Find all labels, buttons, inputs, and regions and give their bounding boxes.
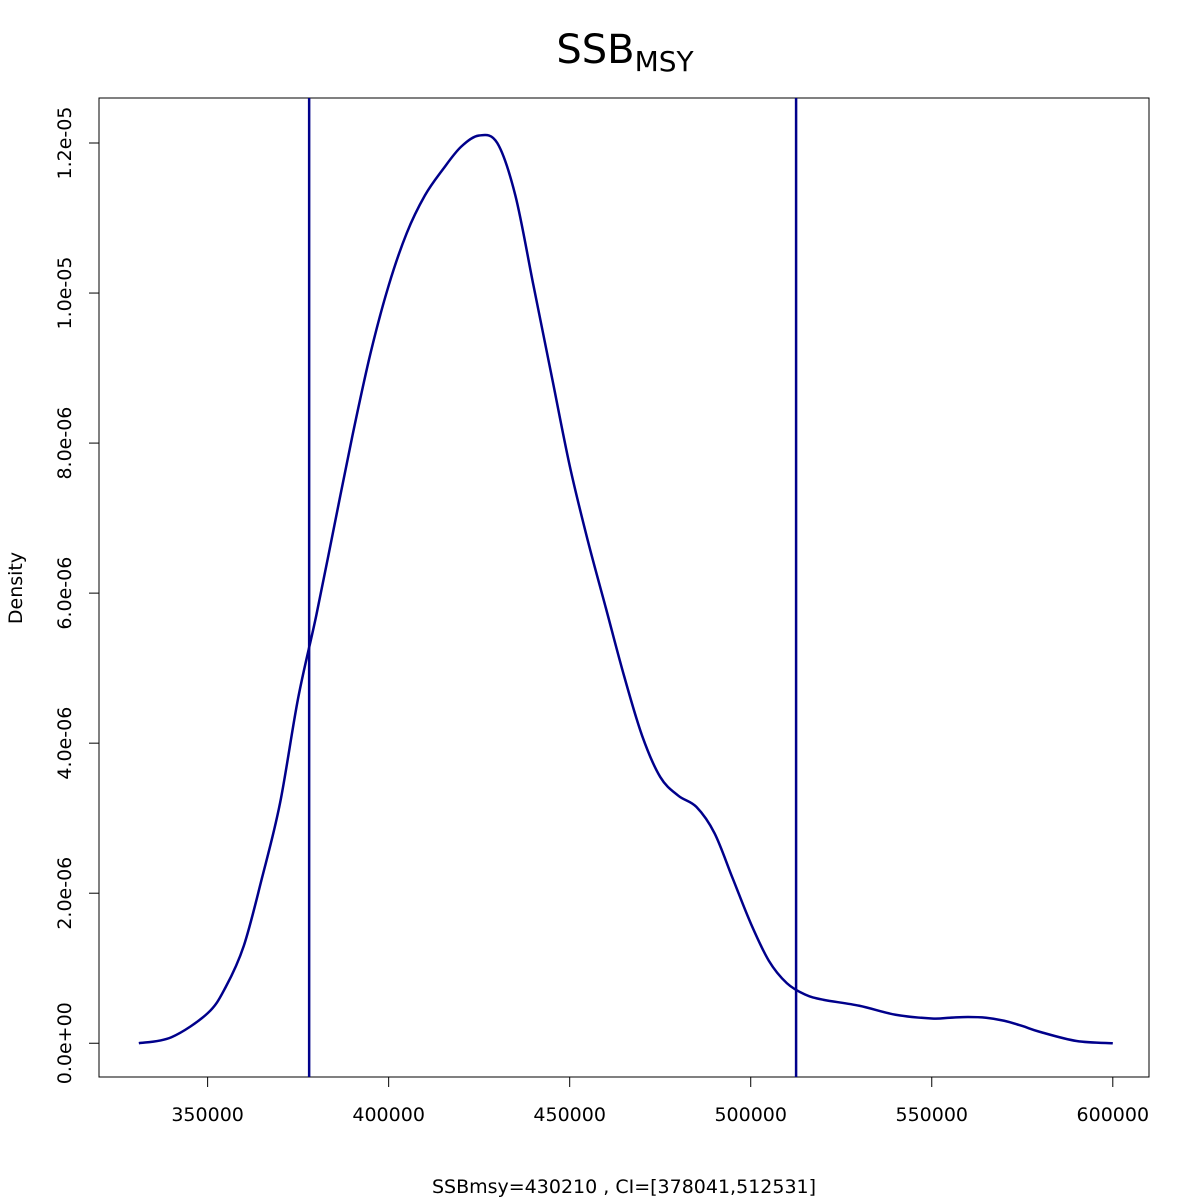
y-tick-label: 1.2e-05 xyxy=(54,107,76,180)
series-group xyxy=(138,133,1113,1045)
y-tick-label: 1.0e-05 xyxy=(54,257,76,330)
x-axis: 350000 400000 450000 500000 550000 600000 xyxy=(171,1077,1149,1126)
x-tick-label: 450000 xyxy=(533,1104,606,1126)
y-tick-label: 6.0e-06 xyxy=(54,557,76,630)
x-tick-label: 400000 xyxy=(352,1104,425,1126)
y-axis-label: Density xyxy=(5,552,27,624)
x-tick-label: 550000 xyxy=(895,1104,968,1126)
y-tick-label: 8.0e-06 xyxy=(54,407,76,480)
plot-frame xyxy=(98,97,1150,1078)
density-curve xyxy=(138,133,1113,1045)
y-tick-label: 4.0e-06 xyxy=(54,707,76,780)
y-axis: 0.0e+00 2.0e-06 4.0e-06 6.0e-06 8.0e-06 1.0e-… xyxy=(54,107,99,1084)
chart-title: SSBMSY xyxy=(556,27,694,78)
x-axis-label: SSBmsy=430210 , CI=[378041,512531] xyxy=(432,1176,816,1198)
x-tick-label: 600000 xyxy=(1077,1104,1150,1126)
x-tick-label: 500000 xyxy=(714,1104,787,1126)
y-tick-label: 0.0e+00 xyxy=(54,1002,76,1084)
chart-title-main: SSB xyxy=(556,27,634,73)
confidence-interval-lines xyxy=(307,98,798,1077)
y-tick-label: 2.0e-06 xyxy=(54,857,76,930)
chart-title-subscript: MSY xyxy=(635,45,695,78)
x-tick-label: 350000 xyxy=(171,1104,244,1126)
